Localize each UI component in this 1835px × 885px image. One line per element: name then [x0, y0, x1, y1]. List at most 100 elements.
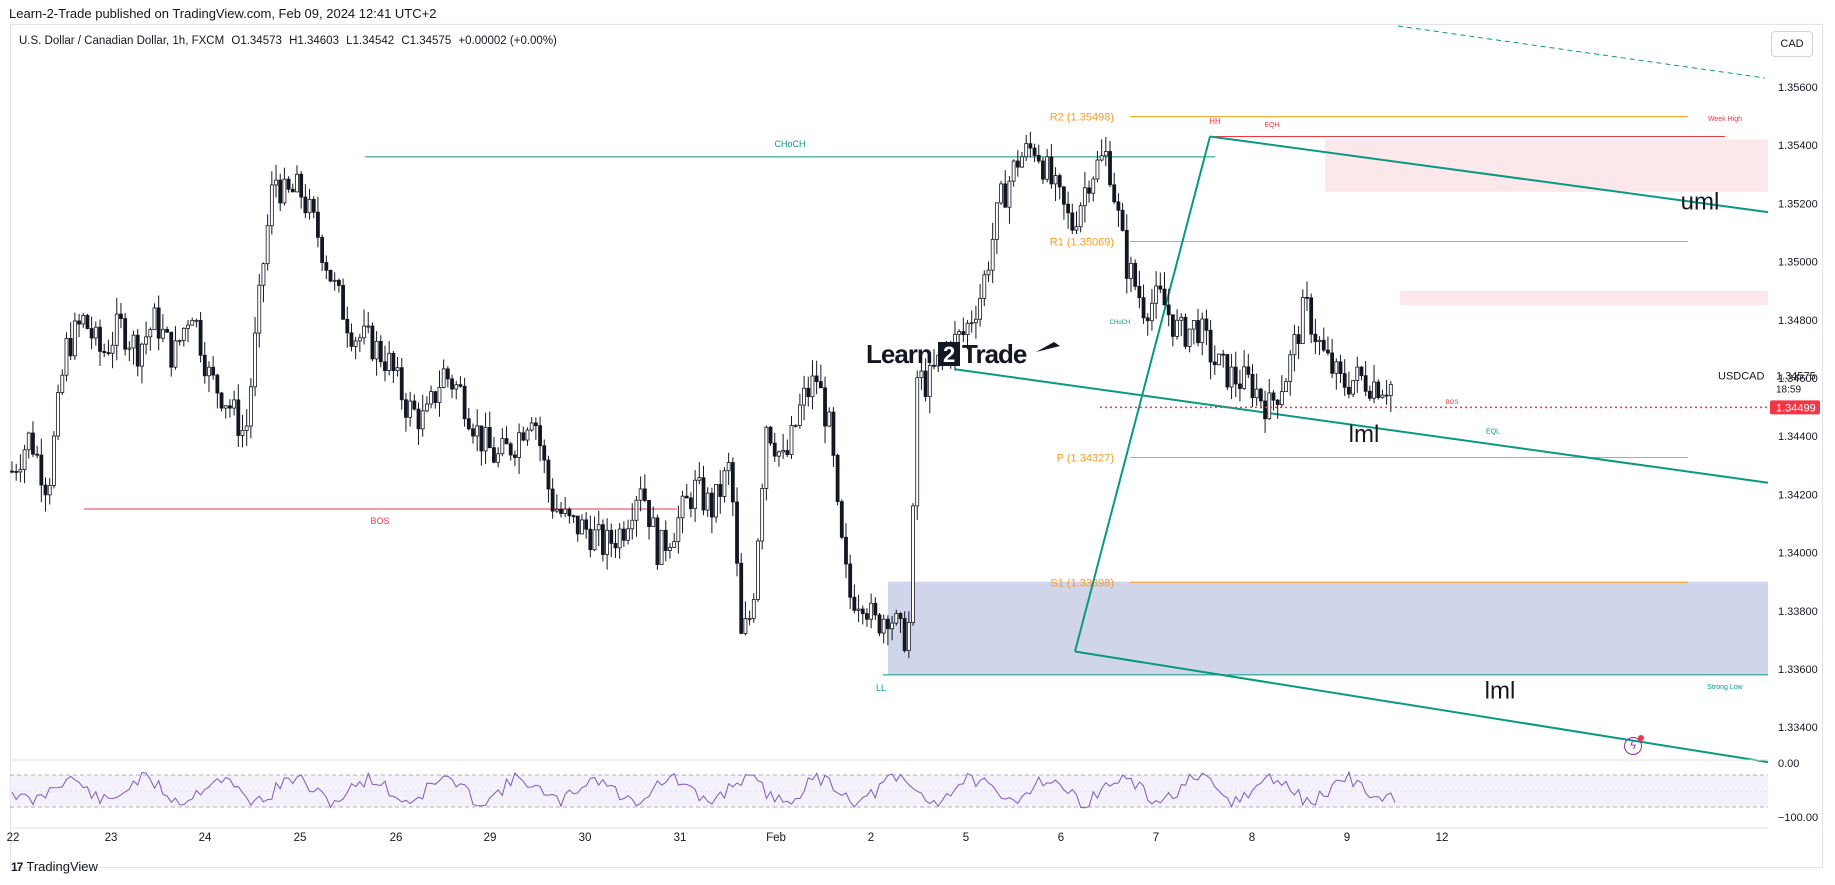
lightning-icon[interactable]: ϟ	[1624, 735, 1644, 755]
candle-body	[533, 422, 538, 427]
candle-body	[726, 462, 731, 472]
candle-body	[705, 492, 710, 511]
candle-body	[1288, 354, 1293, 383]
candle-body	[689, 497, 693, 509]
tradingview-footer[interactable]: 17 TradingView	[11, 859, 98, 874]
candle-body	[563, 508, 568, 514]
candle-body	[165, 328, 169, 333]
candle-body	[1380, 394, 1385, 399]
candle-body	[1074, 226, 1079, 231]
price-tick-label: 1.33600	[1778, 664, 1818, 676]
candle-body	[638, 488, 643, 501]
candle-body	[513, 454, 517, 458]
candle-body	[672, 541, 677, 548]
legend-low: L1.34542	[346, 35, 395, 47]
candle-body	[680, 495, 685, 519]
candle-body	[1166, 304, 1171, 316]
candle-body	[806, 387, 811, 398]
legend-symbol: U.S. Dollar / Canadian Dollar, 1h, FXCM	[19, 35, 225, 47]
candle-body	[911, 505, 915, 623]
candle-body	[1187, 328, 1192, 347]
candle-body	[1191, 320, 1196, 330]
candle-body	[915, 377, 920, 507]
candle-body	[1305, 296, 1309, 299]
candle-body	[190, 319, 195, 326]
candle-body	[1279, 391, 1284, 405]
candle-body	[559, 508, 563, 514]
candle-body	[894, 613, 899, 624]
candle-body	[1317, 339, 1322, 342]
red-price-tag: 1.34499	[1776, 402, 1816, 414]
published-by-header: Learn-2-Trade published on TradingView.c…	[9, 6, 437, 21]
candle-body	[592, 529, 597, 551]
candle-body	[89, 328, 94, 339]
candle-body	[366, 325, 371, 328]
candle-body	[655, 517, 660, 565]
candle-body	[961, 331, 966, 336]
candle-body	[957, 331, 962, 335]
candle-body	[483, 427, 488, 452]
candle-body	[575, 515, 580, 535]
candle-body	[1183, 316, 1188, 347]
candle-body	[818, 381, 823, 389]
candle-body	[370, 325, 375, 360]
time-tick-label: 24	[199, 832, 212, 844]
candle-body	[1334, 361, 1339, 374]
chart-legend: U.S. Dollar / Canadian Dollar, 1h, FXCM …	[19, 35, 561, 47]
watermark-trade: Trade	[962, 339, 1027, 369]
supply-zone-lower	[1400, 290, 1768, 306]
candle-body	[353, 340, 358, 347]
candle-body	[1242, 366, 1247, 389]
candle-body	[311, 198, 316, 213]
candle-body	[383, 361, 387, 371]
candle-body	[504, 438, 509, 445]
candle-body	[668, 547, 672, 551]
candle-body	[274, 179, 278, 186]
candle-body	[1229, 366, 1234, 388]
candle-body	[395, 367, 400, 372]
currency-selector[interactable]: CAD	[1771, 31, 1813, 57]
candle-body	[261, 263, 266, 286]
price-tick-label: 1.35600	[1778, 82, 1818, 94]
candle-body	[793, 424, 798, 427]
price-tick-label: 1.34000	[1778, 548, 1818, 560]
candle-body	[420, 410, 425, 430]
pivot-p-label: P (1.34327)	[1057, 452, 1114, 464]
candle-body	[1087, 187, 1091, 194]
candle-body	[856, 608, 861, 611]
candle-body	[215, 374, 220, 394]
chart-frame[interactable]	[10, 24, 1823, 868]
candle-body	[517, 432, 521, 458]
candle-body	[240, 430, 245, 436]
candle-body	[257, 284, 262, 334]
candle-body	[1321, 339, 1326, 351]
candle-body	[1347, 386, 1351, 395]
candle-body	[1263, 400, 1267, 420]
candle-body	[500, 438, 505, 455]
candle-body	[1150, 302, 1154, 322]
candle-body	[1049, 156, 1054, 185]
candle-body	[349, 332, 354, 347]
candle-body	[223, 405, 228, 409]
bos-label: BOS	[370, 516, 389, 526]
candle-body	[1275, 399, 1280, 405]
candle-body	[127, 347, 132, 350]
candle-body	[299, 173, 304, 198]
candle-body	[869, 602, 874, 620]
candle-body	[1116, 201, 1121, 211]
candle-body	[751, 599, 756, 619]
candle-body	[450, 378, 454, 390]
candle-body	[1020, 156, 1024, 168]
candle-body	[110, 344, 115, 354]
candle-body	[1179, 316, 1184, 321]
time-tick-label: 31	[674, 832, 687, 844]
candle-body	[1271, 392, 1276, 401]
candle-body	[1212, 361, 1217, 366]
candle-body	[923, 370, 928, 397]
candle-body	[320, 236, 325, 263]
time-tick-label: 7	[1153, 832, 1159, 844]
candle-body	[1091, 178, 1096, 194]
candle-body	[144, 336, 149, 345]
candle-body	[269, 184, 274, 227]
